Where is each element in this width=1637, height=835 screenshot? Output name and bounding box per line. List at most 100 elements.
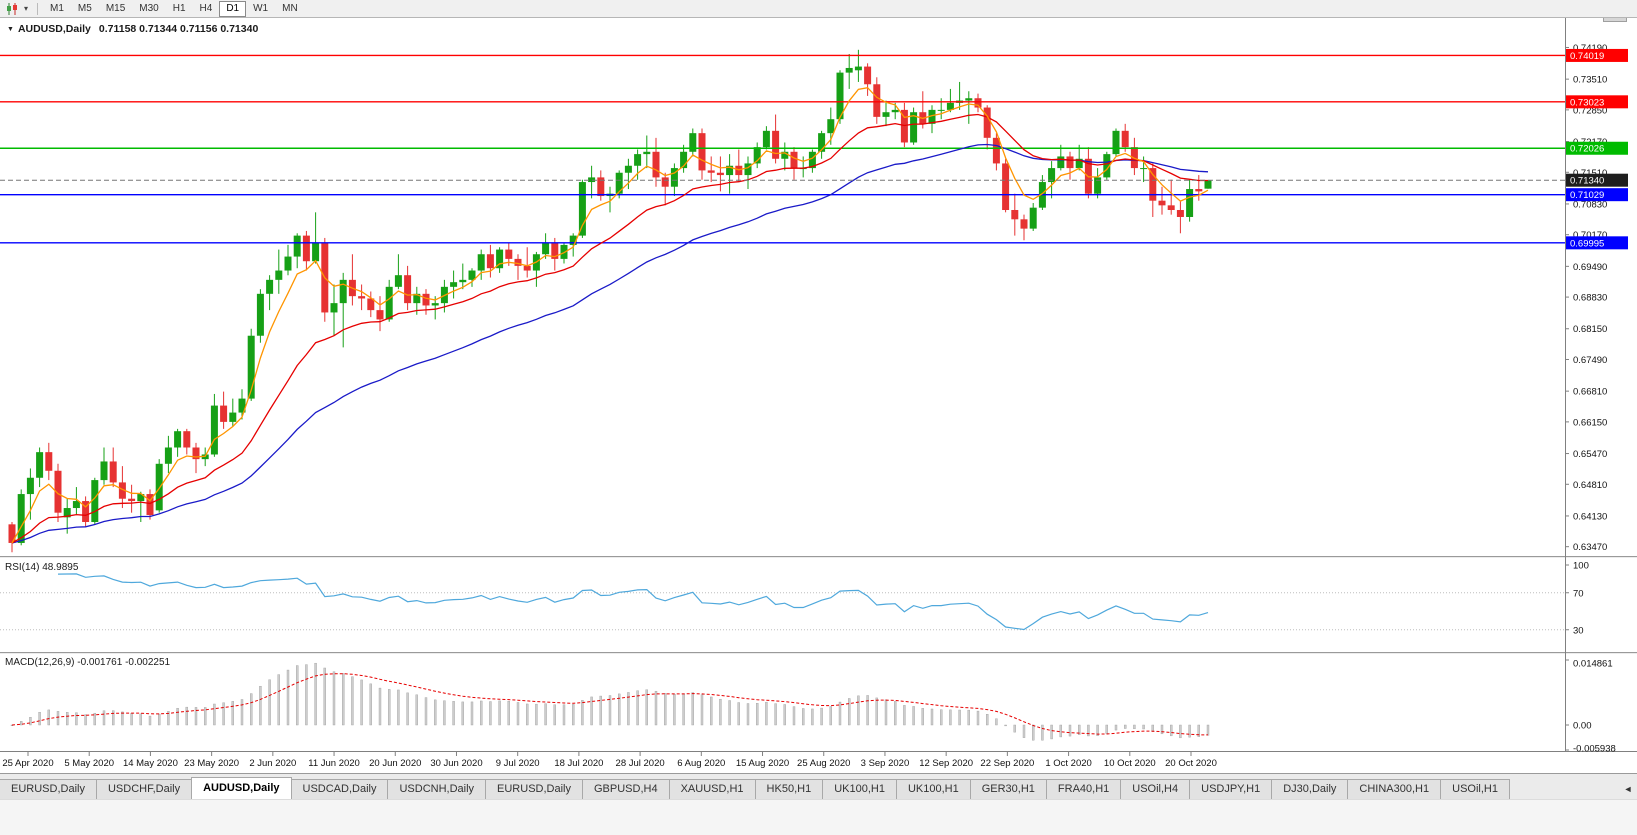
candle-up (459, 279, 467, 283)
price-tick-label: 0.65470 (1573, 449, 1607, 460)
macd-histogram-bar (1059, 724, 1063, 738)
tf-button-d1[interactable]: D1 (219, 0, 247, 17)
macd-histogram-bar (829, 706, 832, 726)
tab-uk100-h1[interactable]: UK100,H1 (895, 779, 971, 799)
tab-dj30-daily[interactable]: DJ30,Daily (1271, 779, 1349, 799)
tab-usoil-h1[interactable]: USOil,H1 (1440, 779, 1510, 799)
macd-signal-line (11, 673, 1209, 736)
tab-gbpusd-h4[interactable]: GBPUSD,H4 (582, 779, 670, 799)
macd-histogram-bar (342, 673, 345, 726)
candle-up (827, 119, 835, 134)
tf-button-w1[interactable]: W1 (253, 2, 269, 14)
tab-eurusd-daily[interactable]: EURUSD,Daily (485, 779, 583, 799)
macd-histogram-bar (737, 702, 740, 726)
price-axis-ticks: 0.741900.735100.728500.721700.715100.708… (1565, 43, 1607, 553)
candle-up (1075, 158, 1083, 169)
tab-xauusd-h1[interactable]: XAUUSD,H1 (668, 779, 756, 799)
candle-down (109, 461, 117, 483)
macd-histogram-bar (222, 702, 225, 726)
tf-button-m30[interactable]: M30 (139, 2, 159, 14)
candle-up (431, 303, 439, 306)
tab-scroll-left-button[interactable]: ◄ (1623, 784, 1633, 794)
pane-divider-main-rsi[interactable] (0, 556, 1637, 559)
chart-canvas[interactable]: 0.741900.735100.728500.721700.715100.708… (0, 0, 1637, 773)
candle-up (670, 168, 678, 187)
macd-histogram-bar (1105, 724, 1109, 734)
tab-fra40-h1[interactable]: FRA40,H1 (1045, 779, 1122, 799)
tab-uk100-h1[interactable]: UK100,H1 (822, 779, 897, 799)
macd-histogram-bar (111, 710, 115, 726)
price-tick-label: 0.67490 (1573, 355, 1607, 366)
candle-up (36, 452, 44, 478)
tab-usdcad-daily[interactable]: USDCAD,Daily (290, 779, 389, 799)
tab-usdcnh-daily[interactable]: USDCNH,Daily (387, 779, 487, 799)
candle-up (450, 282, 458, 287)
macd-histogram-bar (608, 695, 612, 726)
chart-candles-icon[interactable] (4, 2, 20, 16)
tf-button-h4[interactable]: H4 (199, 2, 213, 14)
chart-type-caret-icon[interactable]: ▾ (23, 4, 28, 13)
price-tick-label: 0.66150 (1573, 417, 1607, 428)
macd-histogram-bar (1188, 724, 1191, 738)
tab-hk50-h1[interactable]: HK50,H1 (754, 779, 824, 799)
macd-histogram-bar (553, 704, 556, 726)
tab-usoil-h4[interactable]: USOil,H4 (1120, 779, 1191, 799)
macd-histogram-bar (443, 700, 446, 726)
candle-up (210, 405, 218, 455)
candle-down (1121, 130, 1129, 148)
tf-button-mn[interactable]: MN (282, 2, 298, 14)
tab-ger30-h1[interactable]: GER30,H1 (969, 779, 1047, 799)
macd-histogram-bar (526, 703, 529, 726)
candle-up (1048, 168, 1056, 183)
macd-indicator-label: MACD(12,26,9) -0.001761 -0.002251 (5, 657, 171, 668)
macd-histogram-bar (194, 707, 198, 726)
macd-histogram-bar (516, 702, 520, 726)
candle-up (477, 254, 485, 271)
tab-audusd-daily[interactable]: AUDUSD,Daily (191, 777, 292, 799)
macd-histogram-bar (976, 710, 980, 726)
candle-down (128, 498, 136, 502)
date-tick-label: 14 May 2020 (123, 758, 178, 769)
candle-up (762, 130, 770, 148)
tf-button-h1[interactable]: H1 (172, 2, 186, 14)
chart-ohlc-readout: 0.71158 0.71344 0.71156 0.71340 (98, 23, 259, 35)
candle-up (26, 477, 34, 495)
candle-up (588, 177, 596, 183)
candle-down (900, 109, 908, 143)
candle-up (680, 151, 688, 169)
macd-histogram-bar (139, 713, 143, 726)
date-tick-label: 30 Jun 2020 (430, 758, 482, 769)
candle-up (965, 98, 973, 101)
candle-down (1167, 205, 1175, 210)
candle-down (8, 524, 16, 543)
candle-down (82, 501, 90, 523)
candle-down (422, 293, 430, 306)
tab-usdchf-daily[interactable]: USDCHF,Daily (95, 779, 193, 799)
macd-histogram-bar (507, 701, 510, 726)
macd-histogram-bar (323, 667, 326, 726)
pane-divider-rsi-macd[interactable] (0, 652, 1637, 655)
candle-up (339, 279, 347, 304)
tf-button-m1[interactable]: M1 (50, 2, 64, 14)
candle-up (818, 133, 826, 152)
macd-histogram-bar (424, 697, 428, 726)
candle-down (183, 431, 191, 448)
tab-usdjpy-h1[interactable]: USDJPY,H1 (1189, 779, 1273, 799)
macd-histogram-bar (1077, 724, 1081, 735)
candlestick-plot[interactable] (8, 49, 1212, 553)
candle-down (404, 275, 412, 304)
tab-china300-h1[interactable]: CHINA300,H1 (1347, 779, 1442, 799)
candle-up (330, 303, 338, 313)
macd-histogram-bar (857, 695, 860, 726)
macd-histogram-bar (562, 704, 566, 726)
macd-histogram-bar (838, 701, 842, 726)
tf-button-m5[interactable]: M5 (77, 2, 92, 14)
chart-menu-icon[interactable]: ▼ (7, 26, 14, 33)
candle-down (772, 130, 780, 159)
timeframe-toolbar: ▾ M1 M5 M15 M30 H1 H4 D1 W1 MN (0, 0, 1637, 18)
macd-tick-label: -0.005938 (1573, 744, 1616, 755)
hline-price-label: 0.73023 (1566, 95, 1628, 109)
macd-histogram-bar (75, 712, 78, 726)
tab-eurusd-daily[interactable]: EURUSD,Daily (0, 779, 97, 799)
tf-button-m15[interactable]: M15 (105, 2, 126, 14)
